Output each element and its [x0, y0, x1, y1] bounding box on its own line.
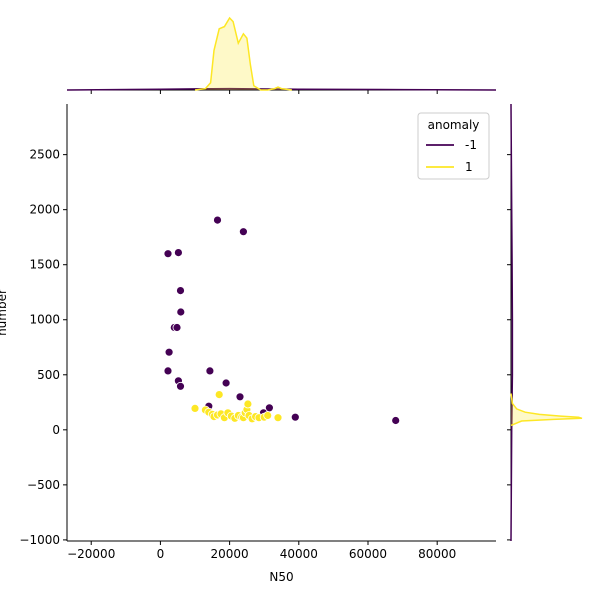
- data-point-anomaly: [176, 307, 186, 317]
- legend-items: -1 1: [426, 138, 477, 174]
- data-point-anomaly: [163, 366, 173, 376]
- data-point-anomaly: [164, 347, 174, 357]
- data-point-anomaly: [238, 227, 248, 237]
- data-point-anomaly: [173, 248, 183, 258]
- y-tick-label: 1000: [29, 313, 60, 327]
- y-axis-label: number: [0, 289, 9, 336]
- data-point-normal: [214, 390, 224, 400]
- data-point-normal: [273, 413, 283, 423]
- data-point-anomaly: [290, 412, 300, 422]
- x-tick-label: 0: [157, 547, 165, 561]
- data-point-anomaly: [221, 378, 231, 388]
- kde-line-1: [510, 393, 583, 427]
- y-tick-label: 2000: [29, 203, 60, 217]
- data-point-anomaly: [205, 366, 215, 376]
- legend-box: [417, 112, 490, 180]
- data-point-anomaly: [391, 416, 401, 425]
- kde-line--1: [510, 103, 514, 542]
- y-tick-label: 500: [37, 368, 60, 382]
- marginal-x-kde: [66, 16, 497, 94]
- main-axes: −20000 0 20000 40000 60000 80000 −1000 −500 0 500…: [19, 104, 496, 561]
- legend-label: 1: [465, 160, 473, 174]
- x-tick-label: 40000: [280, 547, 318, 561]
- data-point-anomaly: [176, 286, 185, 296]
- x-tick-label: 80000: [418, 547, 456, 561]
- x-tick-label: 60000: [349, 547, 387, 561]
- scatter-points: [163, 215, 401, 425]
- data-point-anomaly: [213, 215, 222, 225]
- y-tick-label: 0: [52, 423, 60, 437]
- kde-fill-1: [511, 393, 582, 426]
- y-tick-label: 1500: [29, 258, 60, 272]
- data-point-anomaly: [235, 392, 245, 402]
- kde-line-1: [194, 16, 293, 91]
- data-point-normal: [263, 411, 273, 420]
- y-tick-label: −1000: [19, 533, 60, 547]
- marginal-y-kde: [507, 103, 583, 542]
- data-point-normal: [243, 399, 253, 409]
- data-point-anomaly: [163, 249, 173, 259]
- y-tick-label: 2500: [29, 148, 60, 162]
- data-point-normal: [190, 403, 200, 413]
- legend-label: -1: [465, 138, 477, 152]
- x-axis-label: N50: [269, 570, 293, 584]
- x-tick-label: 20000: [211, 547, 249, 561]
- legend-title: anomaly: [428, 118, 480, 132]
- legend: anomaly -1 1: [417, 112, 490, 180]
- y-tick-label: −500: [27, 478, 60, 492]
- kde-line--1: [66, 87, 497, 91]
- x-tick-label: −20000: [67, 547, 115, 561]
- data-point-anomaly: [176, 381, 185, 391]
- data-point-anomaly: [172, 323, 182, 332]
- kde-fill-1: [195, 18, 292, 90]
